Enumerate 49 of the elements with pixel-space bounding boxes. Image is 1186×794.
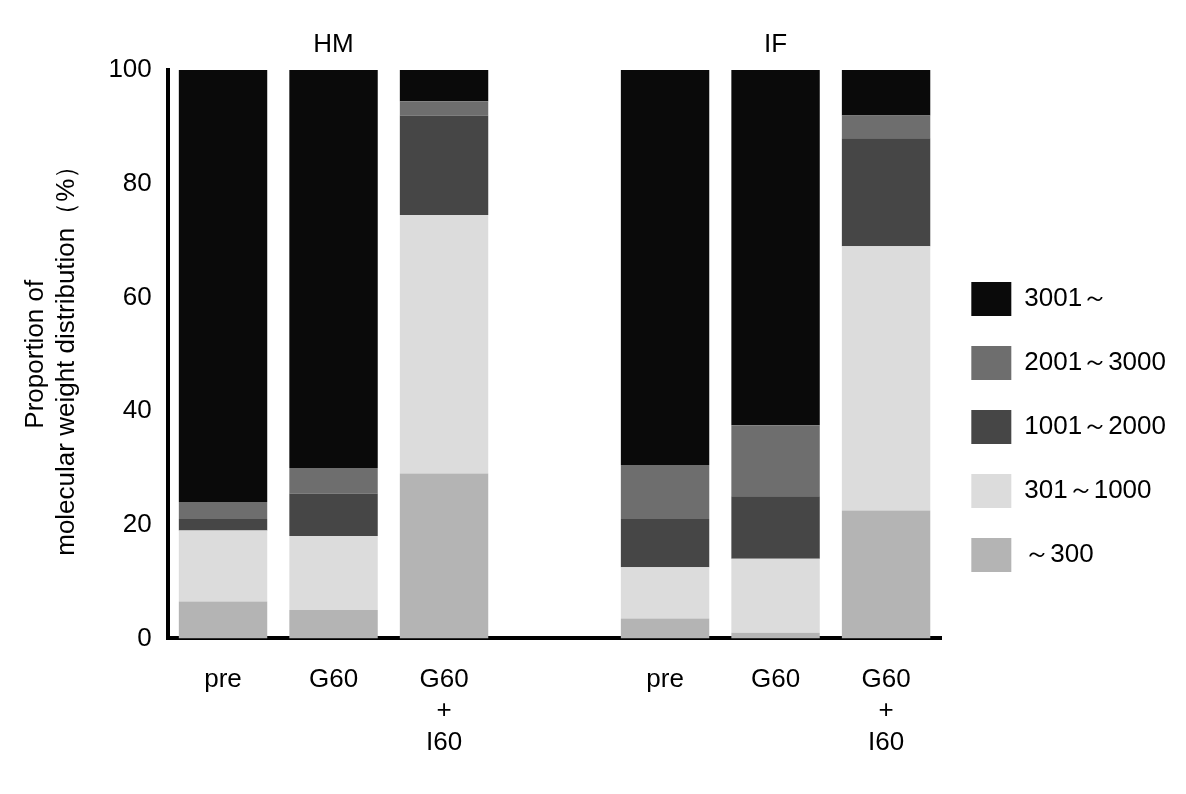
bar (178, 530, 268, 602)
bar (620, 70, 710, 466)
bar (289, 493, 378, 537)
bar (178, 519, 268, 531)
bar (731, 70, 820, 426)
bar (731, 558, 820, 633)
bar (841, 510, 931, 639)
bar (178, 601, 268, 639)
bar (841, 246, 931, 511)
legend-label: 301～1000 (1024, 474, 1152, 505)
bar (399, 214, 489, 474)
text: IF (764, 28, 788, 59)
x-tick-label: pre (204, 663, 242, 694)
y-tick-label: 20 (122, 507, 152, 538)
bar (841, 115, 931, 139)
bar (731, 496, 820, 559)
bar (399, 70, 489, 102)
x-tick-label: G60 (750, 663, 801, 694)
bar (731, 425, 820, 497)
bar (289, 467, 378, 494)
legend-label: 1001～2000 (1024, 410, 1167, 441)
bar (178, 501, 268, 520)
bar (620, 567, 710, 619)
y-tick-label: 40 (122, 394, 152, 425)
y-tick-label: 0 (137, 621, 152, 652)
y-axis-title: Proportion of molecular weight distribution（%） (18, 152, 80, 556)
bar (399, 115, 489, 215)
bar (289, 70, 378, 468)
bar (620, 519, 710, 568)
bar (178, 70, 268, 502)
bar (620, 618, 710, 639)
bar (399, 101, 489, 116)
legend-label: 3001～ (1024, 282, 1109, 313)
x-tick-label: G60 + I60 (419, 663, 469, 756)
y-tick-label: 100 (108, 53, 152, 84)
x-tick-label: G60 (308, 663, 359, 694)
bar (620, 465, 710, 520)
legend-label: ～300 (1024, 538, 1094, 569)
bar (399, 473, 489, 639)
bar (841, 70, 931, 116)
y-tick-label: 80 (122, 166, 152, 197)
bar (841, 138, 931, 247)
text: HM (313, 28, 354, 59)
bar (289, 536, 378, 610)
y-tick-label: 60 (122, 280, 152, 311)
x-tick-label: G60 + I60 (861, 663, 911, 756)
bar (289, 609, 378, 639)
legend-label: 2001～3000 (1024, 346, 1167, 377)
x-tick-label: pre (646, 663, 684, 694)
